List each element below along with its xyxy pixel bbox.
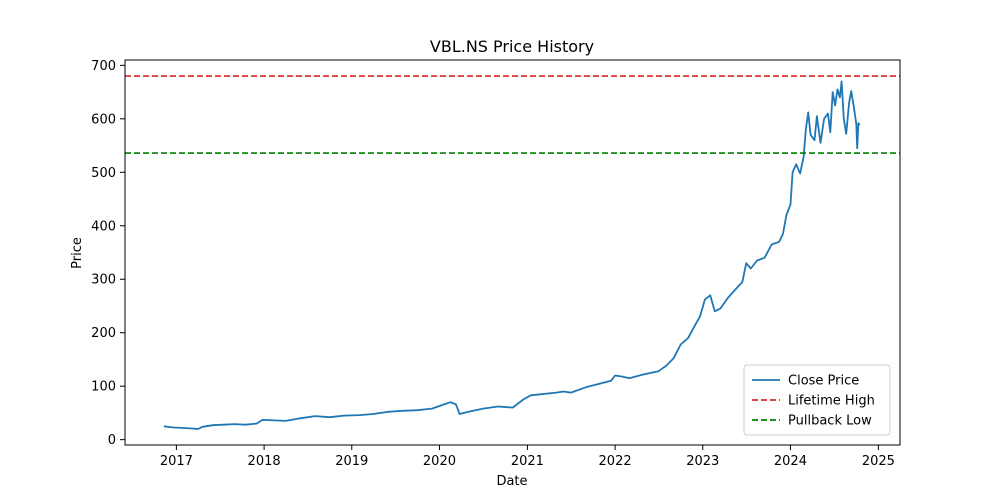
- plot-area: [125, 75, 900, 430]
- y-axis-title: Price: [70, 237, 85, 269]
- legend-label: Close Price: [788, 374, 859, 389]
- y-tick-label: 100: [91, 380, 116, 395]
- x-tick-label: 2020: [423, 454, 456, 469]
- y-tick-label: 200: [91, 326, 116, 341]
- x-tick-label: 2024: [774, 454, 807, 469]
- chart-title: VBL.NS Price History: [430, 37, 594, 56]
- y-tick-label: 300: [91, 273, 116, 288]
- y-axis: 0 100 200 300 400 500 600 700: [91, 59, 125, 448]
- x-tick-label: 2019: [335, 454, 368, 469]
- y-tick-label: 600: [91, 112, 116, 127]
- legend-box: [743, 364, 891, 436]
- close-price-line: [163, 80, 861, 430]
- y-tick-label: 400: [91, 219, 116, 234]
- x-tick-label: 2025: [862, 454, 895, 469]
- plot-frame: [124, 59, 901, 446]
- legend-label: Pullback Low: [788, 414, 872, 429]
- x-axis: 2017 2018 2019 2020 2021 2022 2023 2024 2025: [160, 445, 895, 469]
- x-tick-label: 2023: [686, 454, 719, 469]
- x-tick-label: 2021: [511, 454, 544, 469]
- x-tick-label: 2018: [248, 454, 281, 469]
- legend-label: Lifetime High: [788, 394, 875, 409]
- y-tick-label: 700: [91, 59, 116, 74]
- legend: Close Price Lifetime High Pullback Low: [743, 364, 891, 436]
- y-tick-label: 500: [91, 166, 116, 181]
- x-tick-label: 2022: [599, 454, 632, 469]
- x-tick-label: 2017: [160, 454, 193, 469]
- x-axis-title: Date: [496, 474, 527, 489]
- y-tick-label: 0: [108, 433, 116, 448]
